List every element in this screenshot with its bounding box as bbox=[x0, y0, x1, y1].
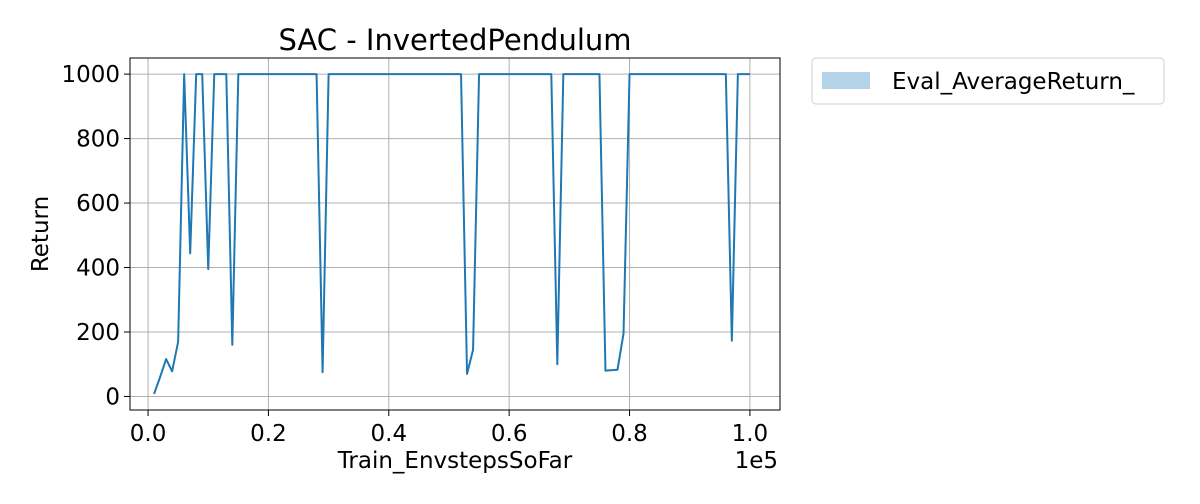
legend-box bbox=[811, 57, 1165, 105]
grid-lines bbox=[130, 58, 780, 410]
y-tick-label: 400 bbox=[76, 256, 120, 282]
x-axis-ticks: 0.0 0.2 0.4 0.6 0.8 1.0 bbox=[130, 410, 768, 447]
x-tick-label: 0.6 bbox=[491, 421, 528, 447]
legend-label: Eval_AverageReturn_ bbox=[892, 69, 1135, 95]
chart-title: SAC - InvertedPendulum bbox=[278, 23, 631, 57]
y-tick-label: 800 bbox=[76, 127, 120, 153]
x-tick-label: 0.2 bbox=[250, 421, 287, 447]
legend: Eval_AverageReturn_ bbox=[811, 57, 1165, 105]
x-axis-offset-label: 1e5 bbox=[735, 448, 778, 474]
y-tick-label: 1000 bbox=[61, 62, 120, 88]
x-tick-label: 0.8 bbox=[611, 421, 648, 447]
y-tick-label: 0 bbox=[105, 384, 120, 410]
y-tick-label: 200 bbox=[76, 320, 120, 346]
x-tick-label: 1.0 bbox=[732, 421, 769, 447]
x-tick-label: 0.4 bbox=[371, 421, 408, 447]
y-axis-ticks: 0 200 400 600 800 1000 bbox=[61, 62, 130, 410]
axes-frame bbox=[129, 57, 781, 411]
series-layer bbox=[153, 73, 750, 395]
y-tick-label: 600 bbox=[76, 191, 120, 217]
y-axis-label: Return bbox=[28, 196, 54, 272]
legend-patch bbox=[822, 72, 870, 89]
series-line bbox=[153, 73, 750, 395]
x-tick-label: 0.0 bbox=[130, 421, 167, 447]
x-axis-label: Train_EnvstepsSoFar bbox=[337, 448, 573, 474]
